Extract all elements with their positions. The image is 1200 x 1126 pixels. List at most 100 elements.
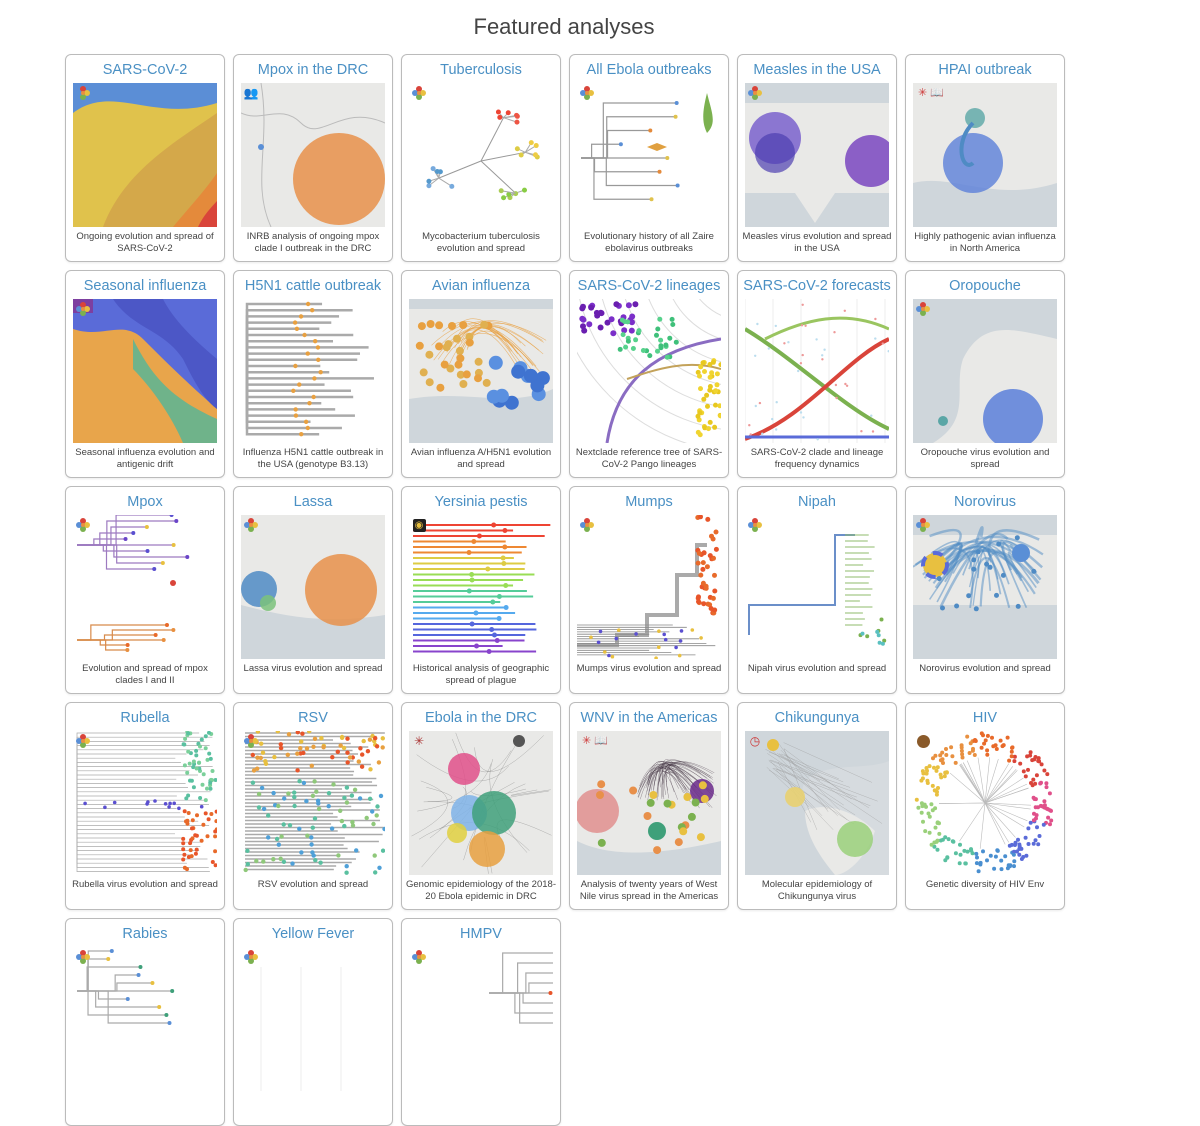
card-title[interactable]: Norovirus bbox=[953, 494, 1017, 510]
card-title[interactable]: Oropouche bbox=[949, 278, 1021, 294]
analysis-card-all-ebola-outbreaks[interactable]: All Ebola outbreaks Evolutionary history … bbox=[569, 54, 729, 262]
analysis-card-measles-in-the-usa[interactable]: Measles in the USA Measles virus evolutio… bbox=[737, 54, 897, 262]
card-caption: Genomic epidemiology of the 2018-20 Ebol… bbox=[406, 879, 556, 902]
card-caption: Highly pathogenic avian influenza in Nor… bbox=[914, 231, 1056, 254]
card-caption: Evolutionary history of all Zaire ebolav… bbox=[584, 231, 714, 254]
card-thumbnail[interactable] bbox=[745, 83, 889, 227]
card-thumbnail[interactable] bbox=[241, 731, 385, 875]
card-thumbnail[interactable] bbox=[73, 731, 217, 875]
analysis-card-oropouche[interactable]: Oropouche Oropouche virus evolution and s… bbox=[905, 270, 1065, 478]
card-caption: Historical analysis of geographic spread… bbox=[412, 663, 550, 686]
hiv-icon bbox=[915, 733, 931, 749]
analysis-card-sars-cov-2-forecasts[interactable]: SARS-CoV-2 forecasts SARS-CoV-2 clade and… bbox=[737, 270, 897, 478]
card-caption: Norovirus evolution and spread bbox=[919, 663, 1051, 674]
nextstrain-icon bbox=[75, 85, 91, 101]
card-title[interactable]: Yersinia pestis bbox=[434, 494, 528, 510]
card-thumbnail[interactable] bbox=[73, 299, 217, 443]
card-title[interactable]: Ebola in the DRC bbox=[424, 710, 538, 726]
card-thumbnail[interactable] bbox=[241, 947, 385, 1091]
card-thumbnail[interactable] bbox=[913, 83, 1057, 227]
analysis-card-lassa[interactable]: Lassa Lassa virus evolution and spread bbox=[233, 486, 393, 694]
analysis-card-yersinia-pestis[interactable]: Yersinia pestis ◉ Historical analysis of g… bbox=[401, 486, 561, 694]
card-title[interactable]: HMPV bbox=[460, 926, 502, 942]
card-title[interactable]: HIV bbox=[972, 710, 998, 726]
card-title[interactable]: SARS-CoV-2 forecasts bbox=[743, 278, 891, 294]
card-title[interactable]: WNV in the Americas bbox=[580, 710, 718, 726]
card-thumbnail[interactable] bbox=[241, 83, 385, 227]
card-title[interactable]: All Ebola outbreaks bbox=[586, 62, 712, 78]
analysis-card-chikungunya[interactable]: Chikungunya ◷ Molecular epidemiology of Ch… bbox=[737, 702, 897, 910]
analysis-card-avian-influenza[interactable]: Avian influenza Avian influenza A/H5N1 ev… bbox=[401, 270, 561, 478]
card-title[interactable]: Mpox in the DRC bbox=[257, 62, 369, 78]
card-title[interactable]: Yellow Fever bbox=[271, 926, 355, 942]
card-thumbnail[interactable] bbox=[409, 299, 553, 443]
card-caption: Seasonal influenza evolution and antigen… bbox=[75, 447, 215, 470]
analysis-card-hiv[interactable]: HIV Genetic diversity of HIV Env bbox=[905, 702, 1065, 910]
clock-icon: ◷ bbox=[749, 734, 761, 748]
card-thumbnail[interactable] bbox=[745, 731, 889, 875]
card-title[interactable]: Rabies bbox=[122, 926, 168, 942]
card-caption: Ongoing evolution and spread of SARS-CoV… bbox=[76, 231, 214, 254]
nextstrain-icon bbox=[411, 949, 427, 965]
card-thumbnail[interactable] bbox=[409, 731, 553, 875]
card-title[interactable]: H5N1 cattle outbreak bbox=[244, 278, 382, 294]
analysis-card-h5n1-cattle-outbreak[interactable]: H5N1 cattle outbreak Influenza H5N1 cattl… bbox=[233, 270, 393, 478]
group-icon: 👥 bbox=[243, 86, 259, 100]
card-thumbnail[interactable] bbox=[241, 515, 385, 659]
analysis-card-sars-cov-2-lineages[interactable]: SARS-CoV-2 lineages Nextclade reference t… bbox=[569, 270, 729, 478]
analysis-card-nipah[interactable]: Nipah Nipah virus evolution and spread bbox=[737, 486, 897, 694]
card-thumbnail[interactable] bbox=[577, 731, 721, 875]
analysis-card-mpox[interactable]: Mpox Evolution and spread of mpox clades … bbox=[65, 486, 225, 694]
card-title[interactable]: SARS-CoV-2 lineages bbox=[577, 278, 721, 294]
virus-icon: ✳ bbox=[413, 734, 425, 748]
card-title[interactable]: Seasonal influenza bbox=[83, 278, 207, 294]
analysis-card-hmpv[interactable]: HMPV bbox=[401, 918, 561, 1126]
card-caption: INRB analysis of ongoing mpox clade I ou… bbox=[246, 231, 380, 254]
analysis-card-tuberculosis[interactable]: Tuberculosis Mycobacterium tuberculosis e… bbox=[401, 54, 561, 262]
analysis-card-rubella[interactable]: Rubella Rubella virus evolution and sprea… bbox=[65, 702, 225, 910]
card-thumbnail[interactable] bbox=[913, 515, 1057, 659]
analysis-card-hpai-outbreak[interactable]: HPAI outbreak ✳ 📖 Highly pathogenic avian i… bbox=[905, 54, 1065, 262]
card-title[interactable]: Mumps bbox=[625, 494, 673, 510]
analysis-card-rsv[interactable]: RSV RSV evolution and spread bbox=[233, 702, 393, 910]
card-caption: Mycobacterium tuberculosis evolution and… bbox=[422, 231, 540, 254]
analysis-card-sars-cov-2[interactable]: SARS-CoV-2 Ongoing evolution and spread o… bbox=[65, 54, 225, 262]
card-title[interactable]: HPAI outbreak bbox=[938, 62, 1032, 78]
featured-grid: SARS-CoV-2 Ongoing evolution and spread o… bbox=[65, 54, 1065, 1126]
analysis-card-seasonal-influenza[interactable]: Seasonal influenza Seasonal influenza evo… bbox=[65, 270, 225, 478]
card-title[interactable]: Chikungunya bbox=[774, 710, 860, 726]
analysis-card-yellow-fever[interactable]: Yellow Fever bbox=[233, 918, 393, 1126]
card-thumbnail[interactable] bbox=[241, 299, 385, 443]
card-thumbnail[interactable] bbox=[913, 299, 1057, 443]
card-thumbnail[interactable] bbox=[745, 299, 889, 443]
card-caption: Nextclade reference tree of SARS-CoV-2 P… bbox=[575, 447, 723, 470]
card-title[interactable]: Lassa bbox=[293, 494, 333, 510]
card-thumbnail[interactable] bbox=[577, 299, 721, 443]
card-title[interactable]: Tuberculosis bbox=[440, 62, 522, 78]
card-title[interactable]: Mpox bbox=[127, 494, 163, 510]
analysis-card-norovirus[interactable]: Norovirus Norovirus evolution and spread bbox=[905, 486, 1065, 694]
card-thumbnail[interactable] bbox=[73, 515, 217, 659]
card-title[interactable]: Rubella bbox=[120, 710, 170, 726]
card-thumbnail[interactable] bbox=[409, 947, 553, 1091]
analysis-card-ebola-in-the-drc[interactable]: Ebola in the DRC ✳ Genomic epidemiology of… bbox=[401, 702, 561, 910]
card-thumbnail[interactable] bbox=[913, 731, 1057, 875]
card-thumbnail[interactable] bbox=[577, 83, 721, 227]
card-title[interactable]: RSV bbox=[298, 710, 328, 726]
analysis-card-mpox-in-the-drc[interactable]: Mpox in the DRC 👥 INRB analysis of ongoing… bbox=[233, 54, 393, 262]
analysis-card-mumps[interactable]: Mumps Mumps virus evolution and spread bbox=[569, 486, 729, 694]
analysis-card-wnv-in-the-americas[interactable]: WNV in the Americas ✳ 📖 Analysis of twenty … bbox=[569, 702, 729, 910]
card-title[interactable]: SARS-CoV-2 bbox=[102, 62, 188, 78]
card-thumbnail[interactable] bbox=[745, 515, 889, 659]
card-thumbnail[interactable] bbox=[73, 83, 217, 227]
analysis-card-rabies[interactable]: Rabies bbox=[65, 918, 225, 1126]
card-thumbnail[interactable] bbox=[577, 515, 721, 659]
card-thumbnail[interactable] bbox=[409, 83, 553, 227]
card-thumbnail[interactable] bbox=[409, 515, 553, 659]
card-title[interactable]: Measles in the USA bbox=[753, 62, 881, 78]
card-title[interactable]: Avian influenza bbox=[431, 278, 531, 294]
card-title[interactable]: Nipah bbox=[798, 494, 836, 510]
nextstrain-icon bbox=[75, 301, 91, 317]
card-thumbnail[interactable] bbox=[73, 947, 217, 1091]
virus-book-icon: ✳ 📖 bbox=[582, 735, 608, 747]
